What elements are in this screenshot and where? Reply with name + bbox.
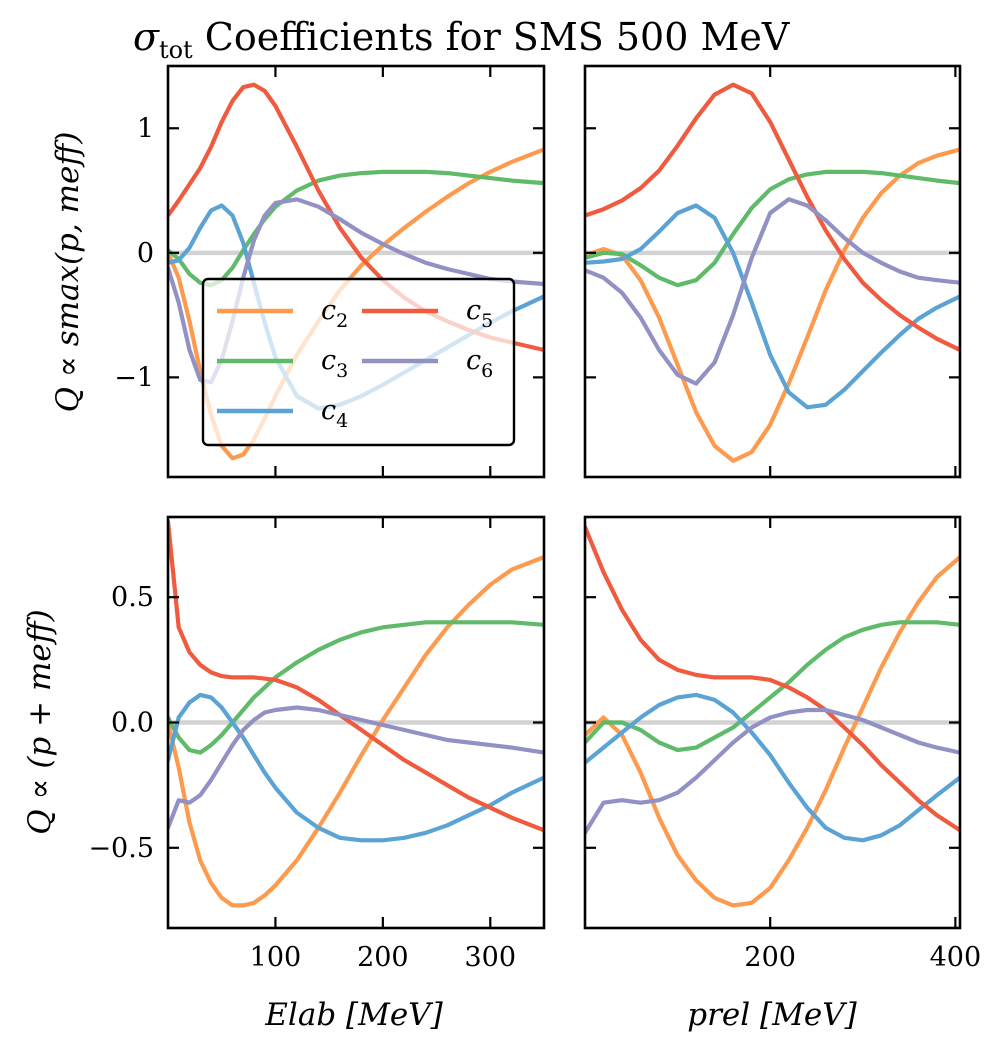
series-line-c6 [168,705,544,830]
series-line-c3 [168,620,544,755]
panel-bottom-left: 0.5 0.0 −0.5 100 200 300 [88,515,546,973]
y-tick-label: 0.5 [111,582,154,613]
y-tick-label: 0.0 [111,708,154,739]
col0-xlabel: Elab [MeV] [264,997,443,1033]
series-line-c4 [585,692,960,843]
title-subscript: tot [159,36,193,64]
series-line-c2 [585,147,960,463]
title-rest: Coefficients for SMS 500 MeV [193,15,790,59]
legend: c2 c3 c4 c5 c6 [201,277,516,447]
legend-label-c4: c4 [321,395,348,432]
series-line-c4 [168,692,544,843]
legend-label-c2: c2 [321,295,348,332]
y-tick-label: 0 [137,238,154,269]
series-line-c5 [168,519,544,833]
legend-label-c6: c6 [466,345,493,382]
panel-bottom-right: 200 400 [583,515,982,973]
row0-ylabel: Q ∝ smax(p, meff) [50,132,86,413]
series-line-c3 [585,620,960,753]
y-tick-label: −0.5 [88,833,154,864]
figure-title: σtot Coefficients for SMS 500 MeV [133,15,790,64]
x-tick-label: 400 [930,942,982,973]
axes-frame [583,64,962,479]
x-tick-label: 300 [465,942,517,973]
y-tick-label: 1 [137,113,154,144]
x-tick-label: 100 [250,942,302,973]
series-line-c2 [168,555,544,908]
series-line-c5 [585,82,960,353]
series-line-c6 [585,707,960,835]
axes-frame [166,64,546,479]
legend-label-c3: c3 [321,345,348,382]
series-line-c2 [585,555,960,908]
series-line-c6 [585,197,960,386]
series-line-c4 [585,203,960,410]
col1-xlabel: prel [MeV] [687,997,857,1033]
series-line-c5 [585,524,960,833]
x-tick-label: 200 [357,942,409,973]
title-sigma: σ [133,15,160,59]
series-line-c3 [585,169,960,288]
x-tick-label: 200 [744,942,796,973]
legend-box [201,277,516,447]
y-tick-label: −1 [114,362,154,393]
panel-top-right [583,64,962,479]
legend-label-c5: c5 [466,295,493,332]
row1-ylabel: Q ∝ (p + meff) [22,609,58,835]
